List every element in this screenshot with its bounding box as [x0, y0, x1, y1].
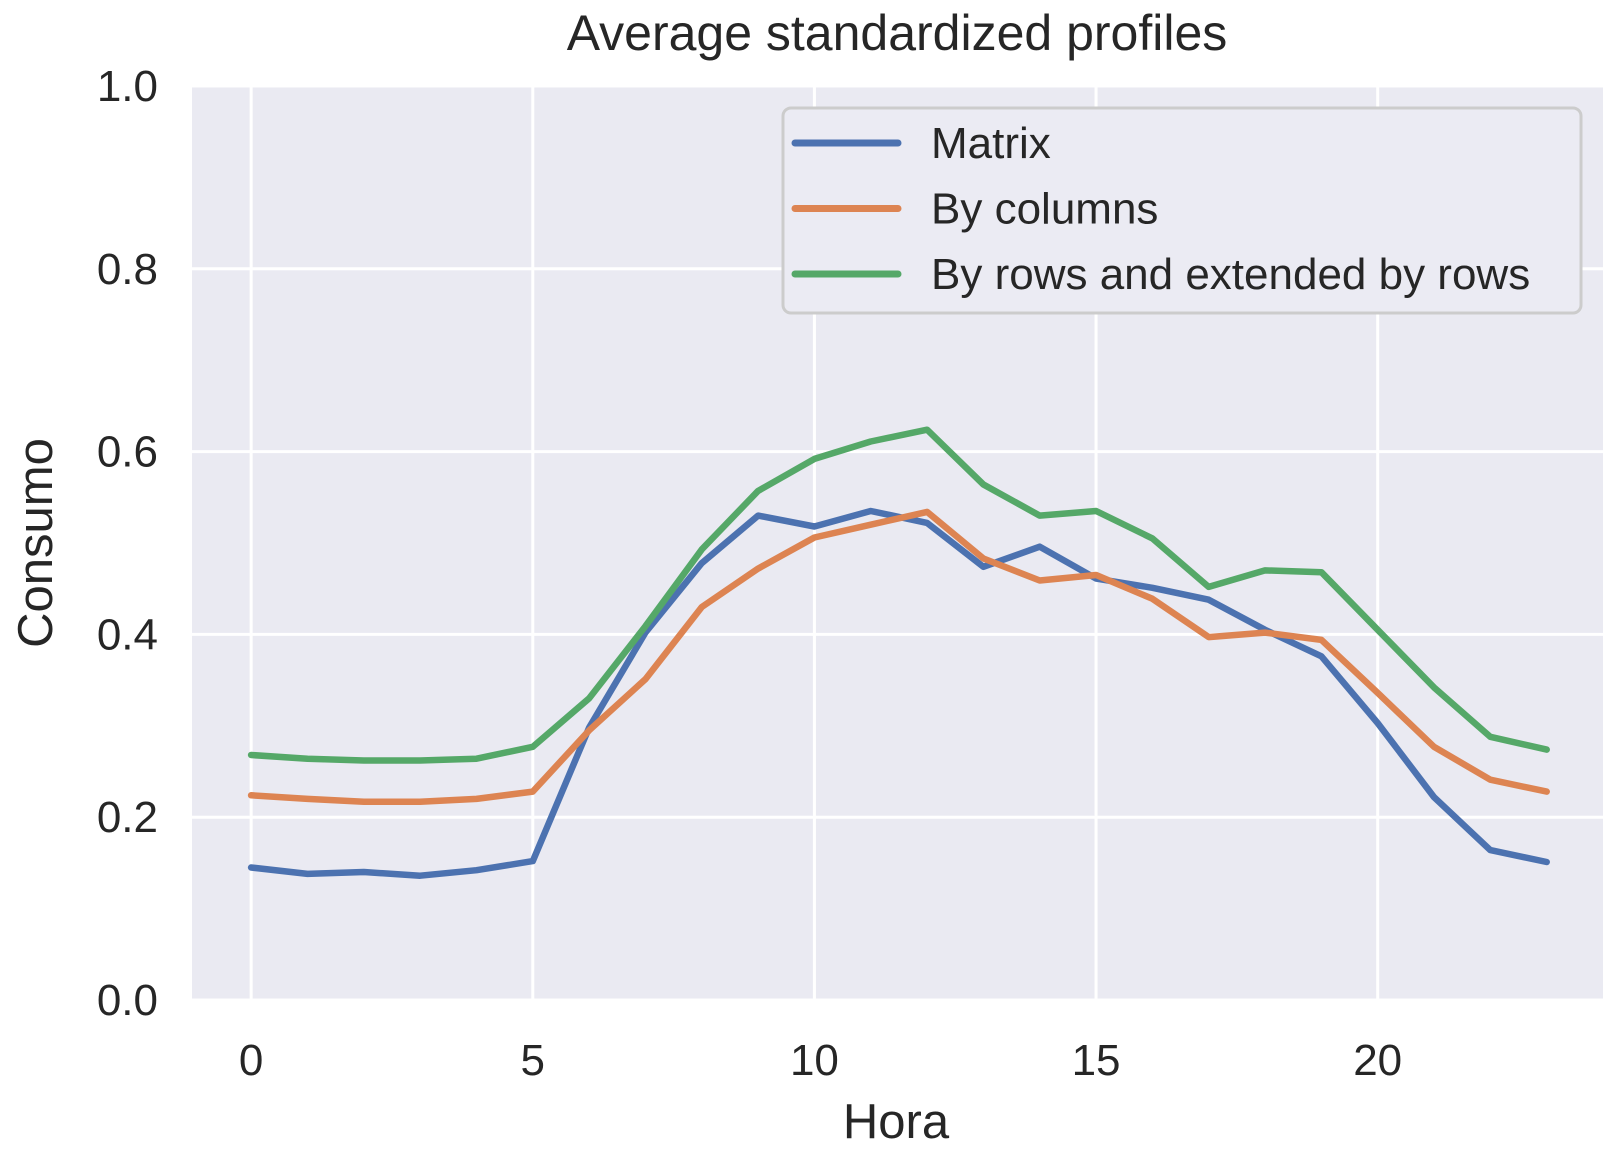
x-tick-label-0: 0: [239, 1036, 263, 1085]
y-tick-label-0.6: 0.6: [97, 428, 158, 477]
legend: Matrix By columns By rows and extended by …: [781, 106, 1583, 315]
y-tick-label-0.0: 0.0: [97, 976, 158, 1025]
x-tick-labels: 0 5 10 15 20: [239, 1036, 1402, 1085]
x-tick-label-10: 10: [790, 1036, 839, 1085]
series-line-by-columns: [247, 508, 1550, 805]
legend-label-by-columns: By columns: [931, 185, 1158, 234]
y-tick-label-0.8: 0.8: [97, 245, 158, 294]
legend-label-by-rows-and-extended-by-rows: By rows and extended by rows: [931, 250, 1530, 299]
series-line-by-rows-and-extended-by-rows: [247, 426, 1550, 764]
x-axis-label: Hora: [843, 1095, 950, 1149]
x-tick-label-15: 15: [1072, 1036, 1121, 1085]
x-tick-label-5: 5: [521, 1036, 545, 1085]
series-lines: [247, 426, 1550, 879]
legend-box: [781, 106, 1583, 315]
chart-title: Average standardized profiles: [567, 5, 1228, 61]
x-tick-label-20: 20: [1353, 1036, 1402, 1085]
y-tick-label-0.4: 0.4: [97, 610, 158, 659]
legend-label-matrix: Matrix: [931, 119, 1051, 168]
y-tick-label-1.0: 1.0: [97, 62, 158, 111]
y-tick-label-0.2: 0.2: [97, 793, 158, 842]
y-axis-label: Consumo: [9, 438, 63, 648]
y-tick-labels: 0.0 0.2 0.4 0.6 0.8 1.0: [97, 62, 158, 1025]
